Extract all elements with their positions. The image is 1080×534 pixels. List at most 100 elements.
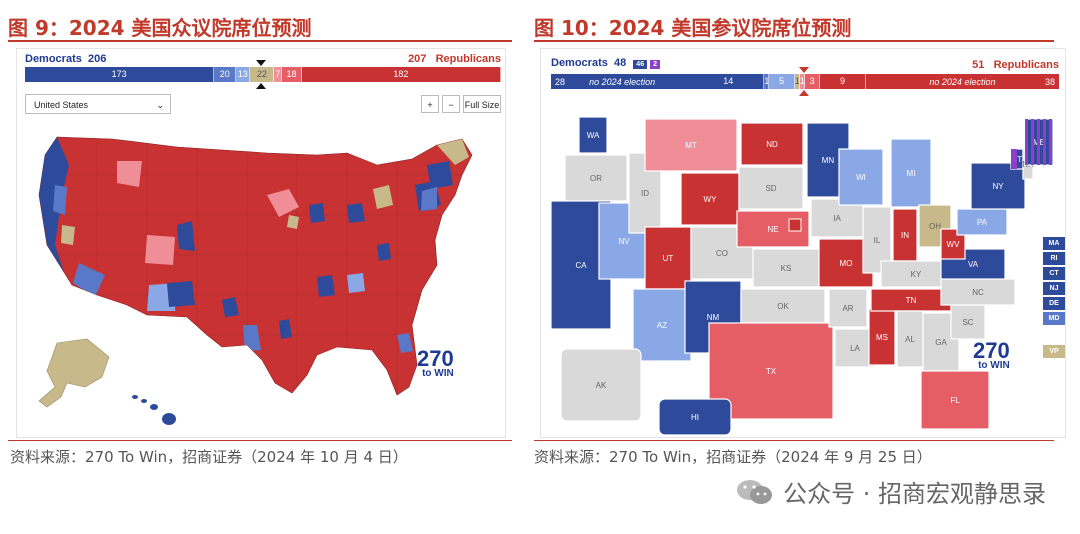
bar-segment-likely-r: 3	[804, 74, 821, 89]
state-label-wy: WY	[704, 195, 718, 204]
state-label-nm: NM	[707, 313, 720, 322]
state-label-ms: MS	[876, 333, 888, 342]
state-ny[interactable]	[970, 162, 1026, 210]
wechat-icon	[735, 477, 775, 507]
small-state-ct[interactable]: CT	[1043, 267, 1065, 280]
state-ak[interactable]	[560, 348, 642, 422]
state-wa[interactable]	[578, 116, 608, 154]
maine-independent-stripe	[1037, 119, 1040, 165]
state-wi[interactable]	[838, 148, 884, 206]
state-label-ks: KS	[781, 264, 792, 273]
small-state-nj[interactable]: NJ	[1043, 282, 1065, 295]
maine-independent-stripe	[1031, 119, 1034, 165]
state-label-ky: KY	[911, 270, 922, 279]
chevron-down-icon: ⌄	[156, 100, 164, 110]
senate-panel: 图 10：2024 美国参议院席位预测 Democrats 48 46 2 51…	[534, 0, 1080, 534]
state-label-oh: OH	[929, 222, 941, 231]
state-label-ga: GA	[935, 338, 947, 347]
bar-segment-safe-d: 173	[25, 67, 215, 82]
figure-title: 图 9：2024 美国众议院席位预测	[8, 16, 312, 40]
state-fl[interactable]	[920, 370, 990, 430]
source-note: 资料来源：270 To Win，招商证券（2024 年 9 月 25 日）	[534, 448, 932, 466]
title-rule	[534, 40, 1054, 42]
state-label-co: CO	[716, 249, 728, 258]
small-state-ma[interactable]: MA	[1043, 237, 1065, 250]
state-sc[interactable]	[950, 304, 986, 340]
state-label-or: OR	[590, 174, 602, 183]
state-label-vt: VT	[1012, 155, 1022, 164]
state-nd[interactable]	[740, 122, 804, 166]
state-label-mn: MN	[822, 156, 835, 165]
state-ks[interactable]	[752, 248, 820, 288]
maine-independent-stripe	[1025, 119, 1028, 165]
state-label-nv: NV	[618, 237, 630, 246]
source-rule	[8, 440, 512, 441]
small-state-vp[interactable]: VP	[1043, 345, 1065, 358]
state-ok[interactable]	[740, 288, 826, 324]
state-mt[interactable]	[644, 118, 738, 172]
state-label-sc: SC	[962, 318, 973, 327]
state-or[interactable]	[564, 154, 628, 202]
house-district-map	[38, 136, 473, 425]
state-label-mo: MO	[840, 259, 853, 268]
state-ut[interactable]	[644, 226, 692, 290]
state-label-ca: CA	[575, 261, 587, 270]
zoom-in-button[interactable]: +	[421, 95, 439, 113]
state-label-wi: WI	[856, 173, 866, 182]
district-lines	[39, 139, 472, 395]
dem-seat-badge: 46	[633, 60, 648, 69]
senate-state-map: WA OR CA NV ID MT WY UT AZ CO NM ND SD NE KS OK TX MN IA MO…	[550, 116, 1054, 436]
zoom-out-button[interactable]: −	[442, 95, 460, 113]
state-nc[interactable]	[940, 278, 1016, 306]
state-la[interactable]	[834, 328, 876, 368]
majority-marker-bottom	[799, 90, 809, 96]
region-dropdown[interactable]: United States ⌄	[25, 94, 171, 114]
state-wy[interactable]	[680, 172, 740, 226]
state-label-tx: TX	[766, 367, 777, 376]
state-label-pa: PA	[977, 218, 988, 227]
small-state-de[interactable]: DE	[1043, 297, 1065, 310]
state-mi[interactable]	[890, 138, 932, 208]
270towin-logo: 270 to WIN	[417, 346, 454, 379]
full-size-button[interactable]: Full Size	[463, 95, 501, 113]
bar-segment-safe-r: 9	[820, 74, 866, 89]
state-ms[interactable]	[868, 308, 896, 366]
state-label-hi: HI	[691, 413, 699, 422]
270towin-logo: 270 to WIN	[973, 338, 1010, 371]
bar-segment-likely-d: 1	[764, 74, 770, 89]
state-az[interactable]	[632, 288, 692, 362]
state-label-id: ID	[641, 189, 649, 198]
state-ky[interactable]	[880, 260, 952, 288]
small-state-md[interactable]: MD	[1043, 312, 1065, 325]
democrats-label: Democrats 48 46 2	[551, 57, 661, 69]
state-label-ny: NY	[992, 182, 1004, 191]
senate-map-frame: Democrats 48 46 2 51 Republicans 28 no 20…	[540, 48, 1066, 438]
state-label-ut: UT	[663, 254, 674, 263]
independent-seat-badge: 2	[650, 60, 661, 69]
state-label-ia: IA	[833, 214, 841, 223]
maine-independent-stripe	[1049, 119, 1052, 165]
state-label-wa: WA	[587, 131, 600, 140]
maine-independent-stripe	[1043, 119, 1046, 165]
state-label-va: VA	[968, 260, 979, 269]
nebraska-special-box	[788, 218, 802, 232]
small-state-ri[interactable]: RI	[1043, 252, 1065, 265]
state-label-ok: OK	[777, 302, 789, 311]
majority-marker-top	[256, 60, 266, 66]
republicans-total: 51	[972, 59, 985, 71]
house-map-frame: Democrats 206 207 Republicans 173 20 13 22 7…	[16, 48, 506, 438]
state-hi[interactable]	[658, 398, 732, 436]
house-seat-bar: 173 20 13 22 7 18 182	[25, 67, 501, 82]
state-sd[interactable]	[738, 166, 804, 210]
bar-segment-toss-up: 1	[794, 74, 800, 89]
state-label-az: AZ	[657, 321, 667, 330]
state-ar[interactable]	[828, 288, 868, 328]
state-pa[interactable]	[956, 208, 1008, 236]
bar-segment-toss-up: 22	[250, 67, 275, 82]
state-label-ak: AK	[596, 381, 607, 390]
bar-segment-lean-d: 13	[236, 67, 251, 82]
majority-marker-top	[799, 67, 809, 73]
no-election-label: no 2024 election	[929, 77, 996, 87]
figure-title: 图 10：2024 美国参议院席位预测	[534, 16, 852, 40]
source-rule	[534, 440, 1054, 441]
